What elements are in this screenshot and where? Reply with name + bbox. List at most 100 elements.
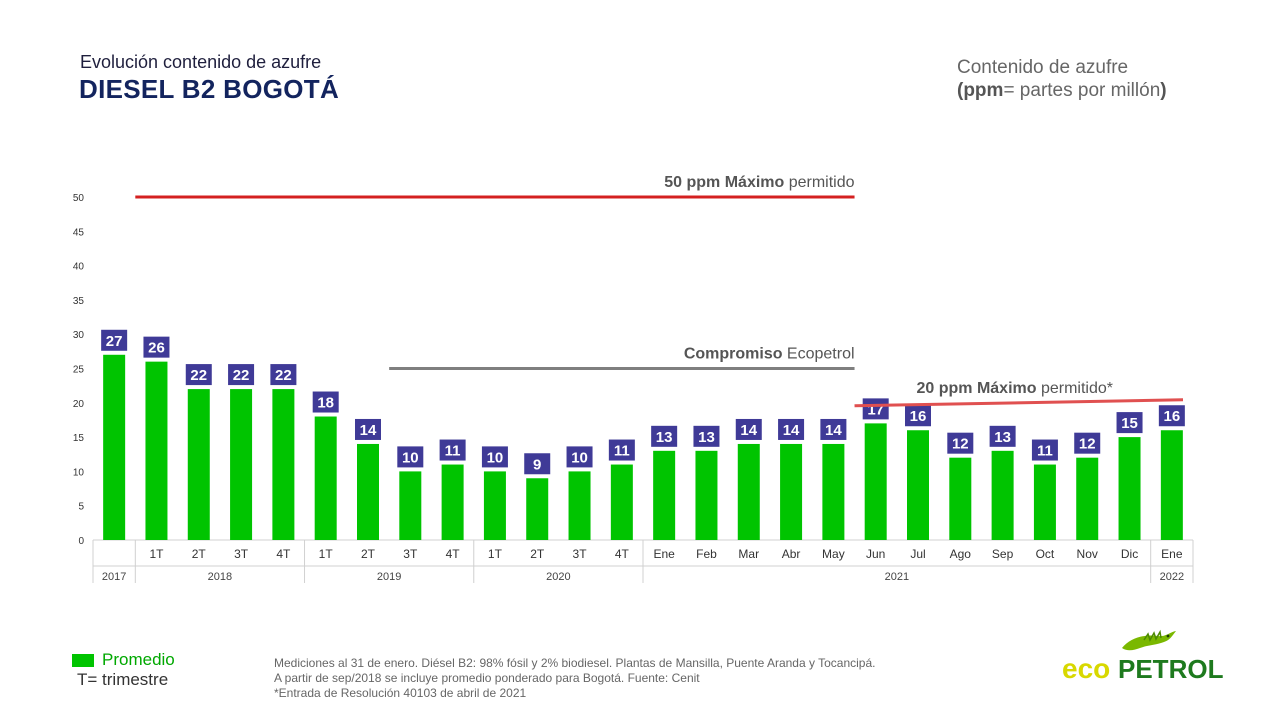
year-label: 2020 bbox=[546, 571, 570, 583]
bar bbox=[399, 471, 422, 540]
reference-line-label: 50 ppm Máximo permitido bbox=[664, 174, 854, 191]
bar bbox=[314, 416, 337, 540]
bar bbox=[1118, 437, 1141, 540]
category-label: 4T bbox=[615, 547, 630, 561]
data-label-box bbox=[312, 391, 339, 413]
bar bbox=[1076, 457, 1099, 540]
category-label: 1T bbox=[149, 547, 164, 561]
bar bbox=[103, 354, 126, 540]
data-label-box bbox=[270, 364, 297, 386]
data-label: 9 bbox=[533, 456, 541, 473]
data-label: 10 bbox=[487, 449, 504, 466]
data-label: 22 bbox=[233, 367, 250, 384]
data-label: 15 bbox=[1121, 415, 1138, 432]
data-label-box bbox=[566, 446, 593, 468]
y-tick-label: 40 bbox=[73, 262, 85, 273]
category-label: Jun bbox=[866, 547, 885, 561]
data-label-box bbox=[862, 398, 889, 420]
data-label: 14 bbox=[783, 422, 800, 439]
bar bbox=[949, 457, 972, 540]
bar-chart: 0 5 10 15 20 25 30 35 40 45 50 2017 2018 2019 2020 2021… bbox=[73, 174, 1194, 583]
data-label-box bbox=[185, 364, 212, 386]
category-label: Dic bbox=[1121, 547, 1138, 561]
bar bbox=[357, 443, 379, 540]
category-label: Feb bbox=[696, 547, 717, 561]
data-label-box bbox=[608, 439, 635, 461]
data-label: 18 bbox=[317, 395, 334, 412]
footnote-2: A partir de sep/2018 se incluye promedio… bbox=[274, 671, 700, 685]
y-tick-label: 25 bbox=[73, 365, 85, 376]
bar bbox=[737, 443, 760, 540]
data-label-box bbox=[947, 432, 974, 454]
year-label: 2017 bbox=[102, 571, 126, 583]
svg-text:PETROL: PETROL bbox=[1118, 654, 1224, 684]
data-label-box bbox=[778, 418, 805, 440]
category-label: Ene bbox=[1161, 547, 1183, 561]
bar bbox=[441, 464, 464, 540]
category-label: 1T bbox=[319, 547, 334, 561]
data-label: 13 bbox=[698, 429, 715, 446]
data-label: 11 bbox=[1037, 443, 1053, 460]
bar bbox=[653, 450, 676, 540]
data-label: 27 bbox=[106, 333, 123, 350]
category-label: 2T bbox=[192, 547, 207, 561]
reference-line bbox=[854, 398, 1184, 408]
data-label: 16 bbox=[1164, 408, 1181, 425]
category-label: Jul bbox=[910, 547, 925, 561]
category-label: 4T bbox=[276, 547, 291, 561]
iguana-icon bbox=[1122, 629, 1176, 651]
year-label: 2021 bbox=[885, 571, 909, 583]
bar bbox=[822, 443, 845, 540]
data-label-box bbox=[355, 418, 381, 440]
reference-line-label: 20 ppm Máximo permitido* bbox=[916, 380, 1113, 397]
data-label: 14 bbox=[825, 422, 842, 439]
trimestre-note: T= trimestre bbox=[77, 670, 169, 689]
category-label: 4T bbox=[446, 547, 461, 561]
footnote-1: Mediciones al 31 de enero. Diésel B2: 98… bbox=[274, 656, 876, 670]
data-label-box bbox=[989, 425, 1016, 447]
svg-text:eco: eco bbox=[1062, 653, 1110, 684]
y-tick-label: 0 bbox=[78, 536, 84, 547]
data-label-box bbox=[101, 329, 128, 351]
legend: Promedio bbox=[72, 650, 175, 670]
bar bbox=[483, 471, 506, 540]
data-label: 11 bbox=[445, 443, 461, 460]
bar bbox=[145, 361, 168, 540]
category-label: 3T bbox=[403, 547, 418, 561]
data-label: 10 bbox=[402, 449, 419, 466]
category-label: May bbox=[822, 547, 845, 561]
data-label: 10 bbox=[571, 449, 588, 466]
data-label: 13 bbox=[994, 429, 1011, 446]
bar bbox=[272, 389, 295, 540]
bar bbox=[187, 389, 210, 540]
category-label: Ago bbox=[950, 547, 972, 561]
category-label: Sep bbox=[992, 547, 1014, 561]
data-label-box bbox=[481, 446, 508, 468]
bar bbox=[230, 389, 253, 540]
chart-title: DIESEL B2 BOGOTÁ bbox=[79, 74, 340, 104]
ecopetrol-logo: eco PETROL bbox=[1058, 628, 1226, 686]
bar bbox=[991, 450, 1014, 540]
data-label-box bbox=[524, 453, 551, 475]
year-label: 2022 bbox=[1160, 571, 1184, 583]
bar bbox=[1033, 464, 1056, 540]
data-label: 14 bbox=[360, 422, 377, 439]
y-tick-label: 5 bbox=[78, 502, 84, 513]
y-tick-label: 45 bbox=[73, 227, 85, 238]
data-label: 14 bbox=[740, 422, 757, 439]
data-label-box bbox=[905, 405, 931, 427]
year-label: 2019 bbox=[377, 571, 401, 583]
year-label: 2018 bbox=[208, 571, 232, 583]
data-label-box bbox=[820, 418, 847, 440]
category-label: 2T bbox=[361, 547, 376, 561]
reference-line-label: Compromiso Ecopetrol bbox=[684, 346, 855, 363]
category-label: Abr bbox=[782, 547, 801, 561]
y-tick-label: 50 bbox=[73, 193, 85, 204]
bar bbox=[568, 471, 591, 540]
data-label-box bbox=[651, 425, 678, 447]
bar bbox=[695, 450, 718, 540]
legend-swatch-promedio bbox=[72, 653, 94, 667]
bar bbox=[1160, 430, 1183, 540]
data-label: 12 bbox=[1079, 436, 1096, 453]
bar bbox=[526, 478, 549, 540]
